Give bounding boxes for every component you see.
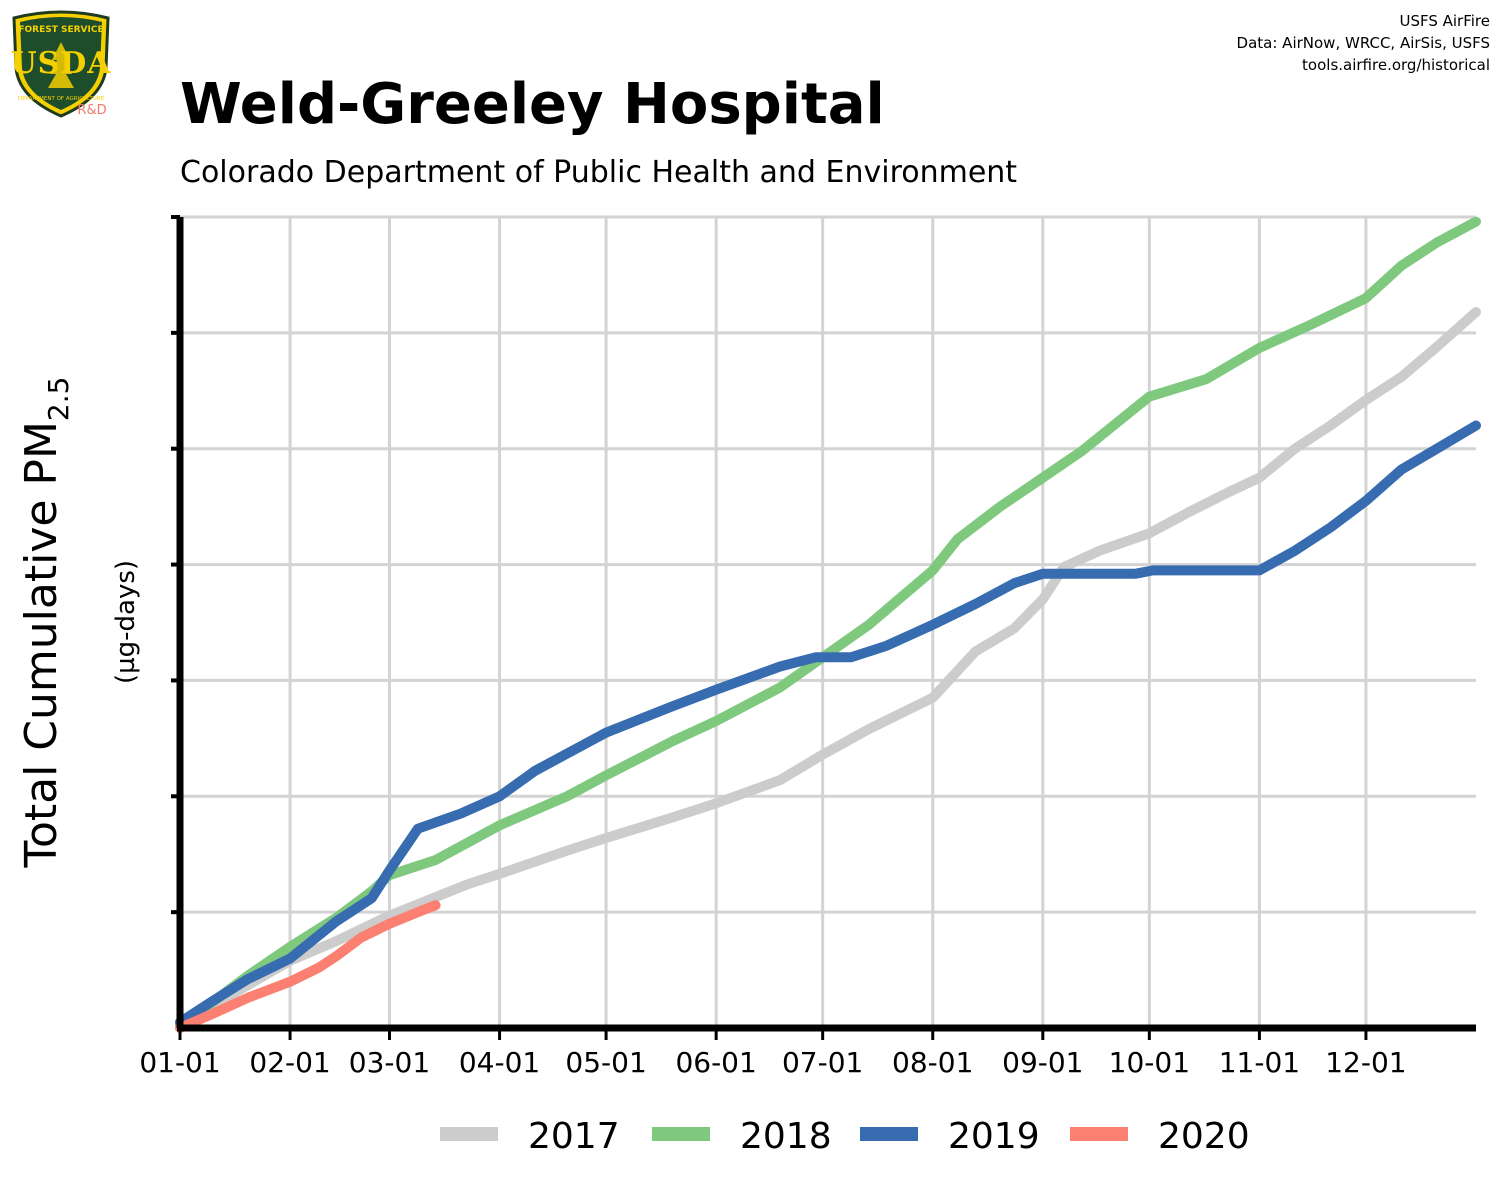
credits: USFS AirFire Data: AirNow, WRCC, AirSis,… xyxy=(1237,10,1490,76)
logo-bottom-text: DEPARTMENT OF AGRICULTURE xyxy=(18,96,105,102)
chart-title: Weld-Greeley Hospital xyxy=(180,72,885,137)
x-tick-label: 07-01 xyxy=(782,1046,863,1079)
legend-label: 2019 xyxy=(948,1116,1040,1157)
rd-label: R&D xyxy=(77,103,106,118)
x-tick-label: 09-01 xyxy=(1002,1046,1083,1079)
credits-line-1: USFS AirFire xyxy=(1399,12,1490,30)
legend-label: 2017 xyxy=(528,1116,620,1157)
y-axis-label-main: Total Cumulative PM xyxy=(16,421,67,868)
credits-line-2: Data: AirNow, WRCC, AirSis, USFS xyxy=(1236,34,1490,52)
series-line-2019 xyxy=(175,420,1481,1028)
chart-subtitle: Colorado Department of Public Health and… xyxy=(180,155,1018,190)
y-axis-label-subscript: 2.5 xyxy=(42,377,75,422)
legend-item-2017: 2017 xyxy=(440,1116,620,1157)
x-tick-label: 03-01 xyxy=(349,1046,430,1079)
x-tick-label: 02-01 xyxy=(249,1046,330,1079)
credits-line-3: tools.airfire.org/historical xyxy=(1302,56,1490,74)
series-line-2017 xyxy=(175,307,1481,1031)
logo-top-text: FOREST SERVICE xyxy=(18,25,103,35)
x-tick-label: 10-01 xyxy=(1109,1046,1190,1079)
x-tick-label: 05-01 xyxy=(565,1046,646,1079)
legend-label: 2018 xyxy=(740,1116,832,1157)
x-tick-label: 11-01 xyxy=(1219,1046,1300,1079)
usfs-shield-logo: FOREST SERVICE USDA DEPARTMENT OF AGRICU… xyxy=(10,10,111,118)
x-tick-label: 06-01 xyxy=(675,1046,756,1079)
y-axis-units-label: (µg-days) xyxy=(111,560,141,684)
x-tick-label: 01-01 xyxy=(139,1046,220,1079)
legend-label: 2020 xyxy=(1158,1116,1250,1157)
legend-item-2019: 2019 xyxy=(860,1116,1040,1157)
series-line-2018 xyxy=(175,216,1481,1030)
x-tick-label: 08-01 xyxy=(892,1046,973,1079)
legend-item-2020: 2020 xyxy=(1070,1116,1250,1157)
x-tick-label: 04-01 xyxy=(459,1046,540,1079)
series-line-2020 xyxy=(175,900,441,1033)
y-axis-label: Total Cumulative PM2.5 xyxy=(16,377,75,869)
legend-item-2018: 2018 xyxy=(652,1116,832,1157)
x-tick-label: 12-01 xyxy=(1325,1046,1406,1079)
